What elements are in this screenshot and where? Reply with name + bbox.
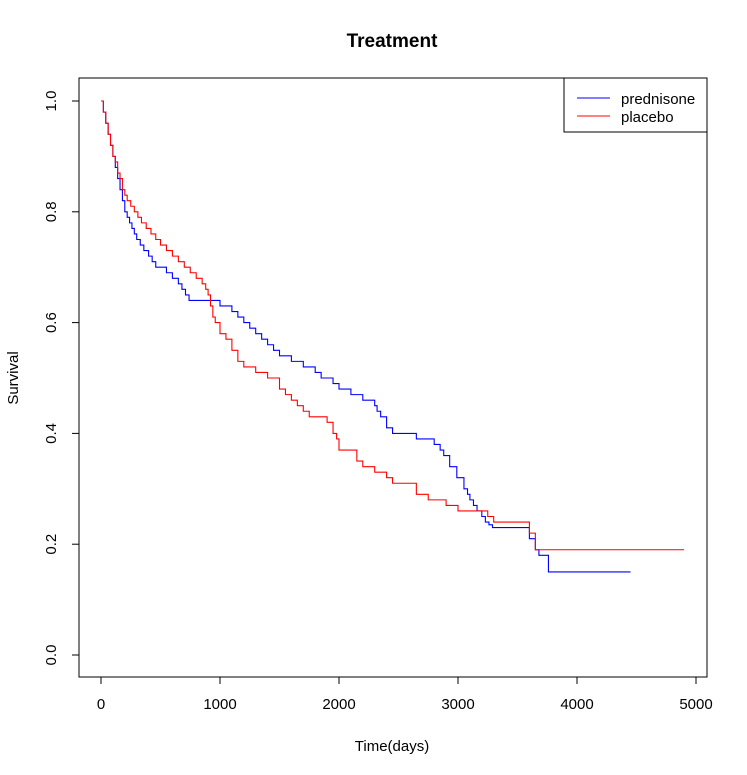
legend-box — [563, 77, 708, 133]
series-layer — [101, 100, 685, 573]
x-tick-label-3: 3000 — [441, 696, 474, 713]
x-axis-label: Time(days) — [355, 738, 429, 755]
series-line-placebo — [101, 100, 685, 551]
x-axis: 0 1000 2000 3000 4000 5000 — [97, 676, 713, 713]
y-tick-label-1: 0.2 — [43, 534, 60, 555]
legend: prednisone placebo — [563, 77, 708, 133]
series-line-prednisone — [101, 100, 631, 573]
legend-label-placebo: placebo — [621, 109, 674, 126]
y-tick-label-0: 0.0 — [43, 645, 60, 666]
x-tick-label-0: 0 — [97, 696, 105, 713]
y-tick-label-5: 1.0 — [43, 91, 60, 112]
x-tick-label-5: 5000 — [679, 696, 712, 713]
y-axis: 0.0 0.2 0.4 0.6 0.8 1.0 — [43, 91, 80, 666]
x-tick-label-1: 1000 — [203, 696, 236, 713]
x-tick-label-2: 2000 — [322, 696, 355, 713]
chart-title: Treatment — [347, 31, 438, 52]
legend-label-prednisone: prednisone — [621, 91, 695, 108]
x-tick-label-4: 4000 — [560, 696, 593, 713]
y-tick-label-4: 0.8 — [43, 201, 60, 222]
y-axis-label: Survival — [5, 351, 22, 404]
y-tick-label-3: 0.6 — [43, 312, 60, 333]
y-tick-label-2: 0.4 — [43, 423, 60, 444]
